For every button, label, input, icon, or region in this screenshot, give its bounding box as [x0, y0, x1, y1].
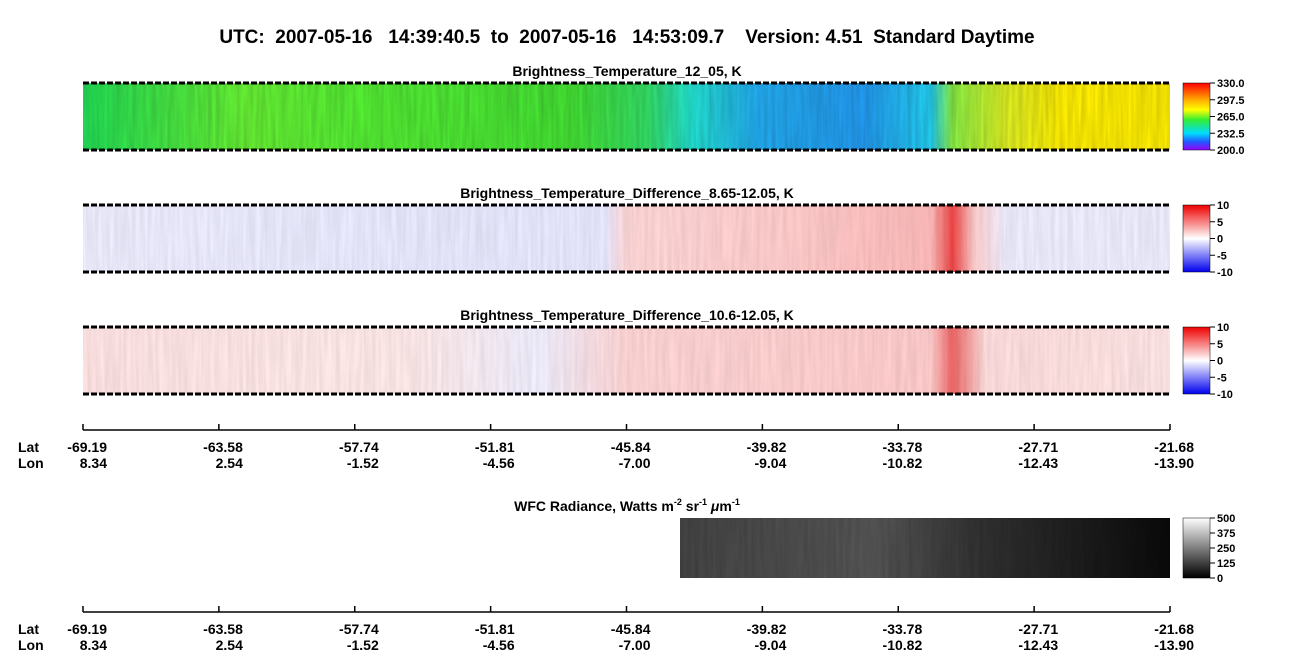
unit: sr [682, 498, 700, 514]
colorbar-label: 500 [1217, 513, 1235, 525]
lon-label: 2.54 [216, 455, 243, 471]
figure-title: UTC: 2007-05-16 14:39:40.5 to 2007-05-16… [219, 27, 1034, 48]
lat-label: -57.74 [339, 621, 379, 637]
lon-label: -12.43 [1018, 455, 1058, 471]
lon-label: 2.54 [216, 637, 243, 653]
colorbar-label: 5 [1217, 339, 1223, 351]
colorbar [1182, 82, 1211, 151]
lon-label: -10.82 [883, 455, 923, 471]
lat-label: -27.71 [1018, 439, 1058, 455]
lon-label: -4.56 [483, 637, 515, 653]
colorbar-label: 250 [1217, 543, 1235, 555]
lon-label: -10.82 [883, 637, 923, 653]
lat-label: -63.58 [203, 439, 243, 455]
axis-label: Lon [18, 637, 44, 653]
lon-label: -13.90 [1154, 637, 1194, 653]
lat-label: -39.82 [747, 439, 787, 455]
colorbar [1182, 517, 1211, 579]
colorbar-label: -10 [1217, 267, 1233, 279]
colorbar-label: 297.5 [1217, 95, 1245, 107]
lat-label: -21.68 [1154, 621, 1194, 637]
wfc-title: WFC Radiance, Watts m-2 sr-1 μm-1 [514, 497, 740, 514]
colorbar-label: 0 [1217, 234, 1223, 246]
superscript: -2 [674, 497, 682, 507]
lat-label: -63.58 [203, 621, 243, 637]
panel-title: Brightness_Temperature_Difference_10.6-1… [460, 307, 794, 323]
lon-label: -9.04 [754, 455, 786, 471]
superscript: -1 [732, 497, 740, 507]
lon-label: -7.00 [619, 637, 651, 653]
lat-label: -51.81 [475, 439, 515, 455]
lat-label: -27.71 [1018, 621, 1058, 637]
colorbar-label: -5 [1217, 372, 1227, 384]
colorbar-label: 265.0 [1217, 112, 1245, 124]
colorbar-label: 232.5 [1217, 128, 1245, 140]
colorbar-label: 375 [1217, 528, 1235, 540]
colorbar-label: -10 [1217, 389, 1233, 401]
lat-label: -69.19 [67, 621, 107, 637]
panel-title: Brightness_Temperature_12_05, K [512, 63, 741, 79]
lat-label: -51.81 [475, 621, 515, 637]
superscript: -1 [699, 497, 707, 507]
axis-label: Lon [18, 455, 44, 471]
heatmap-texture [83, 205, 1170, 272]
panel-title: Brightness_Temperature_Difference_8.65-1… [460, 185, 794, 201]
lat-label: -33.78 [883, 439, 923, 455]
axis-label: Lat [18, 621, 39, 637]
lon-label: -12.43 [1018, 637, 1058, 653]
colorbar-label: 0 [1217, 356, 1223, 368]
axis-label: Lat [18, 439, 39, 455]
heatmap-texture [83, 83, 1170, 150]
colorbar [1182, 326, 1211, 395]
unit: m [719, 498, 731, 514]
lat-label: -21.68 [1154, 439, 1194, 455]
lon-label: -13.90 [1154, 455, 1194, 471]
lon-label: 8.34 [80, 637, 107, 653]
colorbar-label: 330.0 [1217, 78, 1245, 90]
lon-label: -9.04 [754, 637, 786, 653]
colorbar-label: 5 [1217, 217, 1223, 229]
lat-label: -45.84 [611, 439, 651, 455]
heatmap-texture [83, 327, 1170, 394]
colorbar-label: 10 [1217, 200, 1229, 212]
lon-label: -1.52 [347, 455, 379, 471]
lat-label: -39.82 [747, 621, 787, 637]
lat-label: -33.78 [883, 621, 923, 637]
colorbar-label: 125 [1217, 558, 1235, 570]
lat-label: -57.74 [339, 439, 379, 455]
lon-label: -7.00 [619, 455, 651, 471]
colorbar [1182, 204, 1211, 273]
colorbar-label: -5 [1217, 250, 1227, 262]
lat-label: -45.84 [611, 621, 651, 637]
colorbar-label: 0 [1217, 573, 1223, 585]
lon-label: -4.56 [483, 455, 515, 471]
unit: μ [707, 498, 720, 514]
wfc-title-text: WFC Radiance, Watts m [514, 498, 674, 514]
wfc-texture [680, 518, 1170, 578]
lon-label: -1.52 [347, 637, 379, 653]
lat-label: -69.19 [67, 439, 107, 455]
colorbar-label: 10 [1217, 322, 1229, 334]
colorbar-label: 200.0 [1217, 145, 1245, 157]
lon-label: 8.34 [80, 455, 107, 471]
